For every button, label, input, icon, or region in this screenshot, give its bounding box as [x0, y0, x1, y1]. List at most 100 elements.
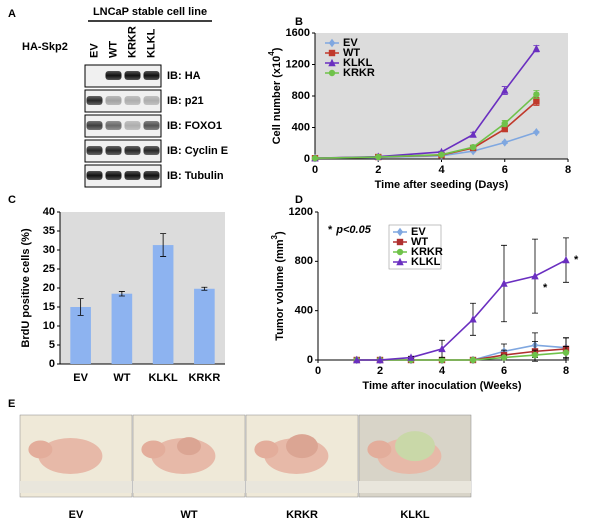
lane-label: EV	[88, 43, 100, 58]
y-tick-label: 35	[43, 225, 55, 237]
mouse-body	[38, 438, 103, 474]
blot-band	[86, 96, 103, 105]
marker	[531, 351, 539, 359]
plot-area	[315, 33, 568, 159]
lane-label: WT	[107, 41, 119, 58]
bar	[194, 288, 215, 364]
y-tick-label: 800	[292, 90, 310, 102]
blot-band	[124, 96, 141, 105]
y-tick-label: 1600	[286, 27, 310, 39]
blot-frame	[84, 139, 162, 163]
marker	[500, 354, 508, 361]
panel-label: B	[295, 16, 303, 28]
marker	[376, 355, 384, 364]
legend-label: EV	[411, 226, 426, 238]
legend-label: KRKR	[343, 67, 375, 79]
tumor	[286, 434, 318, 459]
blot-row-label: IB: p21	[167, 95, 204, 107]
marker	[533, 128, 540, 137]
blot-band	[86, 146, 103, 155]
x-tick-label: 8	[563, 365, 569, 377]
ruler	[359, 481, 471, 493]
blot-frame	[84, 164, 162, 188]
marker	[469, 130, 477, 138]
x-tick-label: KRKR	[188, 372, 220, 384]
note: * p<0.05	[328, 224, 372, 236]
note-text: p<0.05	[335, 224, 371, 236]
marker	[353, 355, 361, 364]
blot-band	[105, 171, 122, 180]
legend-label: KLKL	[343, 57, 373, 69]
marker	[469, 315, 477, 323]
marker	[501, 120, 508, 127]
y-tick-label: 400	[295, 305, 313, 317]
error-bar	[160, 233, 167, 257]
x-axis-label: Time after seeding (Days)	[375, 179, 509, 191]
mouse-head	[254, 440, 279, 459]
tumor	[395, 431, 435, 462]
blot-row-label: IB: FOXO1	[167, 120, 222, 132]
blot-row-label: IB: Cyclin E	[167, 145, 228, 157]
y-label-sup: 3	[270, 234, 279, 239]
tumor	[177, 437, 201, 456]
y-tick-label: 10	[43, 320, 55, 332]
blot-band	[105, 121, 122, 130]
marker	[469, 356, 477, 364]
y-label-text: Tumor volume (mm	[274, 239, 286, 340]
ruler	[246, 481, 358, 493]
blot-frame	[84, 64, 162, 88]
marker	[531, 271, 539, 280]
y-tick-label: 25	[43, 263, 55, 275]
legend-label: WT	[343, 47, 360, 59]
y-axis-label: BrdU positive cells (%)	[20, 228, 32, 348]
photo-label: KRKR	[286, 509, 318, 521]
y-tick-label: 0	[304, 153, 310, 165]
legend-marker	[396, 238, 404, 246]
legend-label: EV	[343, 37, 358, 49]
mouse-head	[367, 440, 392, 459]
x-tick-label: 8	[565, 164, 571, 176]
panel-label: E	[8, 398, 15, 410]
panel-label: D	[295, 194, 303, 206]
marker	[501, 125, 508, 133]
marker	[469, 143, 477, 151]
panel-label: A	[8, 8, 16, 20]
note-star: *	[328, 224, 333, 236]
y-tick-label: 20	[43, 282, 55, 294]
blot-band	[143, 71, 160, 80]
blot-band	[143, 96, 160, 105]
blot-band	[143, 171, 160, 180]
y-axis-label: Tumor volume (mm3)	[270, 231, 286, 341]
marker	[532, 44, 541, 52]
blot-band	[86, 171, 103, 180]
error-bar	[201, 286, 208, 291]
y-tick-label: 5	[49, 339, 55, 351]
legend-label: WT	[411, 236, 428, 248]
blot-band	[124, 121, 141, 130]
bar	[111, 293, 133, 364]
marker	[500, 279, 508, 287]
x-tick-label: 0	[315, 365, 321, 377]
blot-band	[86, 121, 103, 130]
marker	[375, 153, 382, 161]
y-label-sup: 4	[267, 51, 276, 56]
y-tick-label: 15	[43, 301, 55, 313]
blot-band	[143, 146, 160, 155]
y-tick-label: 1200	[289, 206, 313, 218]
significance-mark: *	[574, 254, 579, 266]
blot-band	[143, 121, 160, 130]
y-label-end: )	[274, 231, 286, 235]
blot-frame	[84, 89, 162, 113]
y-tick-label: 40	[43, 206, 55, 218]
mouse-head	[141, 440, 166, 459]
photo-label: KLKL	[400, 509, 430, 521]
blot-band	[124, 71, 141, 80]
panel-label: C	[8, 194, 16, 206]
mouse-head	[28, 440, 53, 459]
marker	[438, 344, 446, 353]
legend-marker	[396, 227, 404, 237]
legend-label: KRKR	[411, 246, 443, 258]
x-tick-label: 2	[375, 164, 381, 176]
photo-label: EV	[69, 509, 84, 521]
